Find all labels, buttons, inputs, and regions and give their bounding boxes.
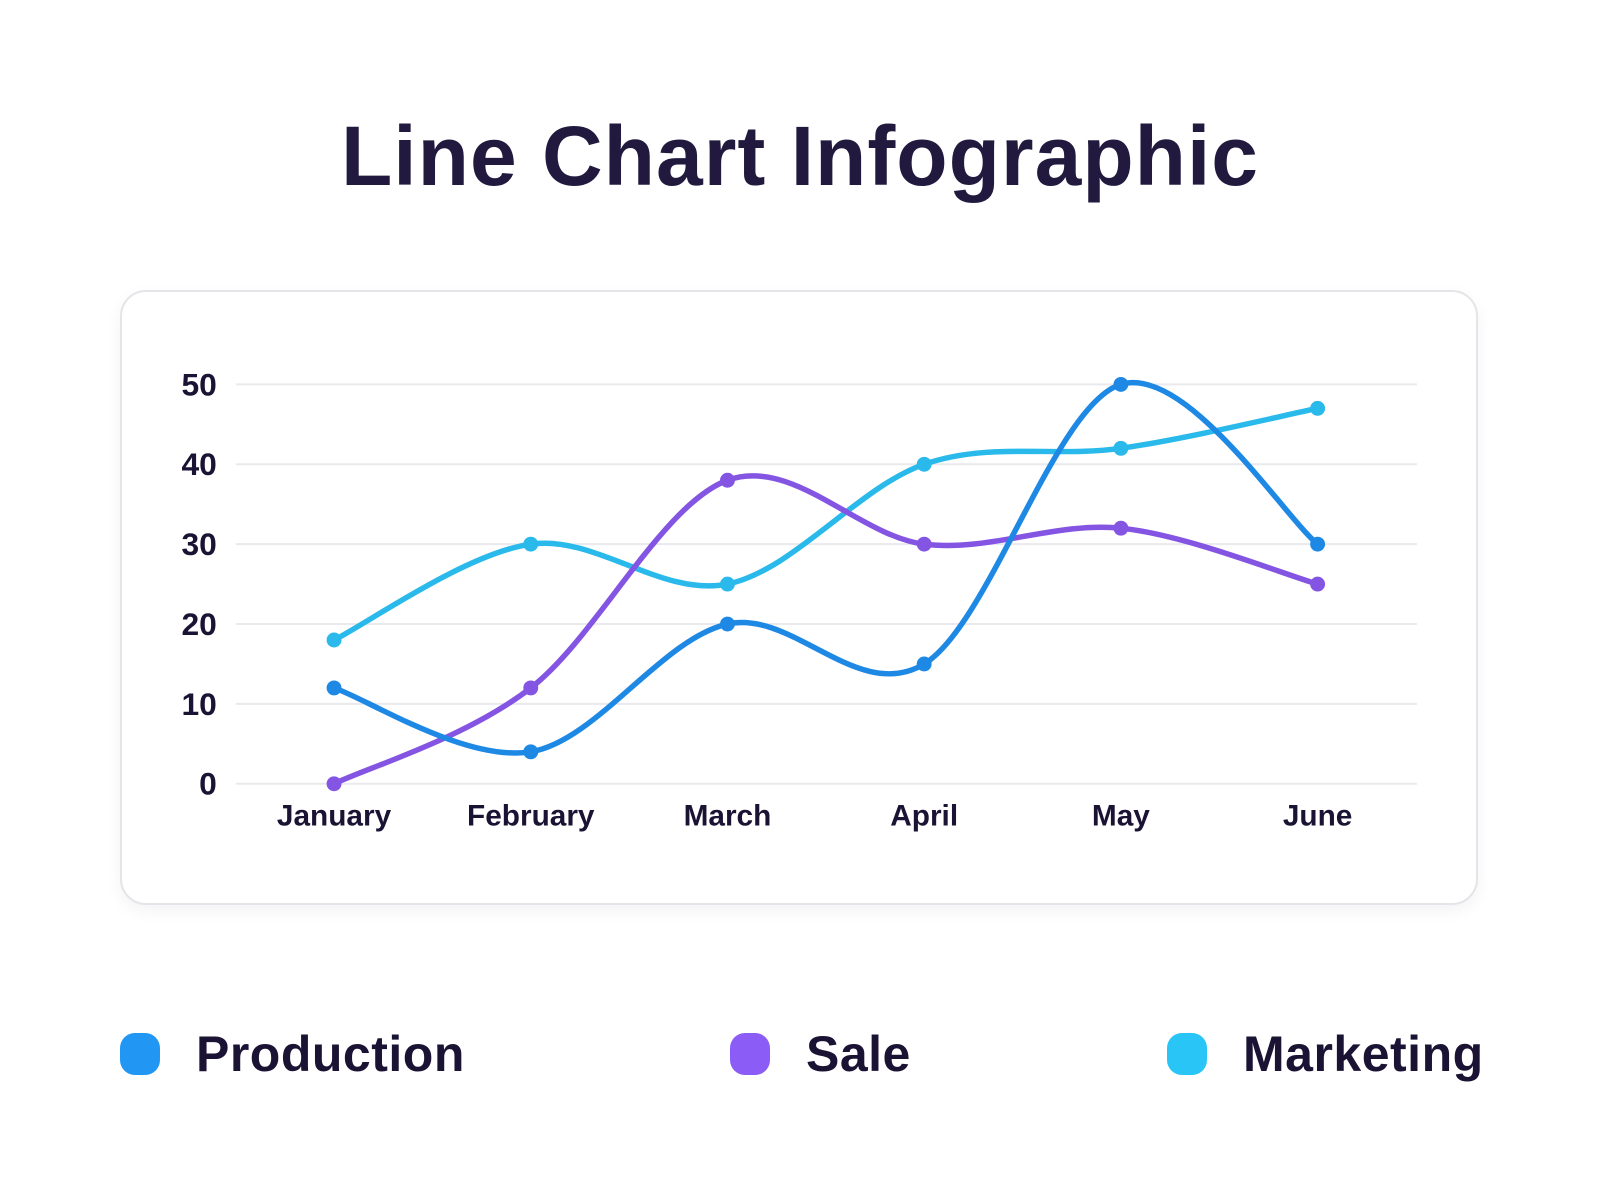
marketing-point bbox=[720, 576, 735, 592]
marketing-point bbox=[523, 536, 539, 552]
sale-line bbox=[331, 473, 1321, 787]
chart-legend: Production Sale Marketing bbox=[0, 1026, 1600, 1090]
x-tick-label: May bbox=[1092, 800, 1150, 833]
production-point bbox=[1113, 376, 1129, 392]
x-tick-label: February bbox=[467, 800, 595, 833]
y-tick-label: 50 bbox=[181, 366, 216, 402]
x-tick-label: June bbox=[1283, 800, 1353, 833]
production-point bbox=[1310, 536, 1326, 552]
chart-card: 0 10 20 30 40 50 January February March April May J… bbox=[120, 290, 1478, 905]
legend-item-marketing: Marketing bbox=[1167, 1026, 1484, 1082]
y-tick-label: 40 bbox=[181, 446, 216, 482]
y-tick-label: 30 bbox=[181, 526, 216, 562]
x-tick-label: March bbox=[684, 800, 772, 833]
sale-point bbox=[326, 776, 342, 792]
marketing-legend-label: Marketing bbox=[1243, 1026, 1484, 1082]
marketing-point bbox=[1113, 440, 1129, 456]
marketing-legend-marker bbox=[1167, 1033, 1207, 1075]
sale-point bbox=[1310, 576, 1326, 592]
sale-point bbox=[1113, 520, 1129, 536]
line-chart: 0 10 20 30 40 50 January February March April May J… bbox=[181, 366, 1417, 833]
marketing-point bbox=[916, 456, 932, 472]
x-tick-label: April bbox=[890, 800, 958, 833]
x-tick-label: January bbox=[277, 800, 392, 833]
legend-item-sale: Sale bbox=[730, 1026, 911, 1082]
sale-point bbox=[720, 472, 735, 488]
legend-item-production: Production bbox=[120, 1026, 465, 1082]
production-point bbox=[326, 680, 342, 696]
production-legend-marker bbox=[120, 1033, 160, 1075]
production-point bbox=[916, 656, 932, 672]
sale-point bbox=[523, 680, 539, 696]
sale-legend-marker bbox=[730, 1033, 770, 1075]
y-tick-label: 0 bbox=[199, 766, 217, 802]
y-tick-label: 10 bbox=[181, 686, 216, 722]
marketing-point bbox=[326, 632, 342, 648]
production-point bbox=[720, 616, 735, 632]
y-tick-label: 20 bbox=[181, 606, 216, 642]
page-title: Line Chart Infographic bbox=[340, 109, 1260, 203]
production-point bbox=[523, 744, 539, 760]
production-legend-label: Production bbox=[196, 1026, 465, 1082]
sale-legend-label: Sale bbox=[806, 1026, 911, 1082]
marketing-point bbox=[1310, 400, 1326, 416]
marketing-line bbox=[331, 405, 1321, 643]
sale-point bbox=[916, 536, 932, 552]
